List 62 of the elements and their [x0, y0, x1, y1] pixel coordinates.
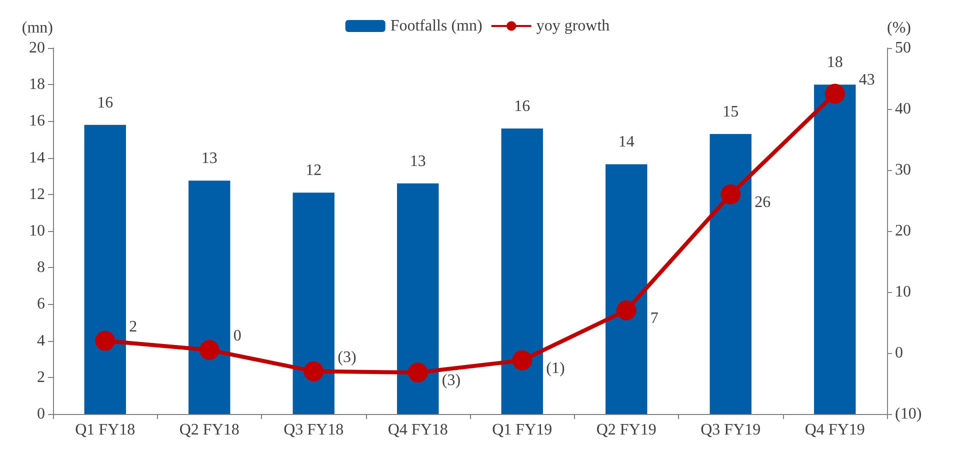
data-label: (1): [546, 360, 565, 377]
data-label: 7: [650, 310, 658, 327]
data-label: 12: [306, 162, 322, 180]
x-tick-label: Q3 FY18: [284, 422, 344, 438]
y-tick-label: 4: [37, 332, 45, 350]
legend-label: Footfalls (mn): [390, 18, 482, 34]
data-label: 16: [97, 94, 114, 112]
data-label: 0: [233, 327, 242, 344]
bar: [397, 183, 439, 414]
point: [720, 184, 741, 204]
legend-label: yoy growth: [536, 18, 610, 34]
data-label: 18: [826, 54, 843, 72]
bar: [710, 134, 752, 414]
data-label: 15: [722, 104, 739, 121]
y-tick-label: 0: [37, 406, 45, 422]
y-tick-label: 2: [37, 368, 45, 386]
data-label: (3): [338, 348, 356, 366]
point: [95, 330, 116, 351]
bar: [292, 192, 334, 414]
y-tick-label: 10: [29, 222, 45, 240]
x-tick-label: Q4 FY19: [804, 422, 865, 438]
bar: [606, 164, 648, 414]
y-tick-label: 16: [29, 112, 45, 130]
data-label: 13: [410, 152, 426, 170]
x-tick-label: Q4 FY18: [388, 422, 448, 438]
data-label: 14: [618, 134, 634, 151]
y2-tick-label: 20: [895, 222, 911, 240]
y-tick-label: 18: [29, 76, 45, 94]
x-tick-label: Q1 FY19: [492, 422, 552, 438]
data-label: 16: [514, 98, 530, 116]
data-label: 26: [754, 194, 771, 211]
y-axis-title: (mn): [22, 20, 53, 36]
y2-tick-label: 40: [895, 100, 911, 118]
point: [408, 362, 428, 383]
bar: [188, 180, 230, 414]
point: [304, 361, 324, 382]
x-tick-label: Q2 FY19: [596, 422, 656, 438]
y-tick-label: 8: [37, 259, 45, 276]
bar: [501, 128, 543, 414]
data-label: 13: [201, 150, 218, 168]
x-tick-label: Q1 FY18: [75, 422, 136, 438]
bar: [814, 84, 856, 414]
data-label: (3): [442, 372, 461, 390]
y-tick-label: 14: [29, 149, 45, 166]
y2-tick-label: (10): [895, 406, 922, 422]
point: [616, 300, 636, 320]
point: [512, 350, 532, 370]
bar: [84, 124, 126, 414]
y-tick-label: 6: [37, 296, 45, 313]
y2-axis-title: (%): [887, 20, 911, 36]
point: [199, 340, 220, 360]
x-tick-label: Q3 FY19: [700, 422, 761, 438]
point: [824, 84, 845, 104]
y2-tick-label: 0: [895, 344, 903, 362]
data-label: 43: [858, 71, 875, 88]
y-tick-label: 20: [29, 40, 45, 56]
y2-tick-label: 50: [895, 40, 911, 56]
data-label: 2: [129, 318, 138, 336]
x-tick-label: Q2 FY18: [179, 422, 240, 438]
y-tick-label: 12: [29, 186, 45, 203]
y2-tick-label: 10: [895, 284, 911, 300]
y2-tick-label: 30: [895, 162, 911, 178]
